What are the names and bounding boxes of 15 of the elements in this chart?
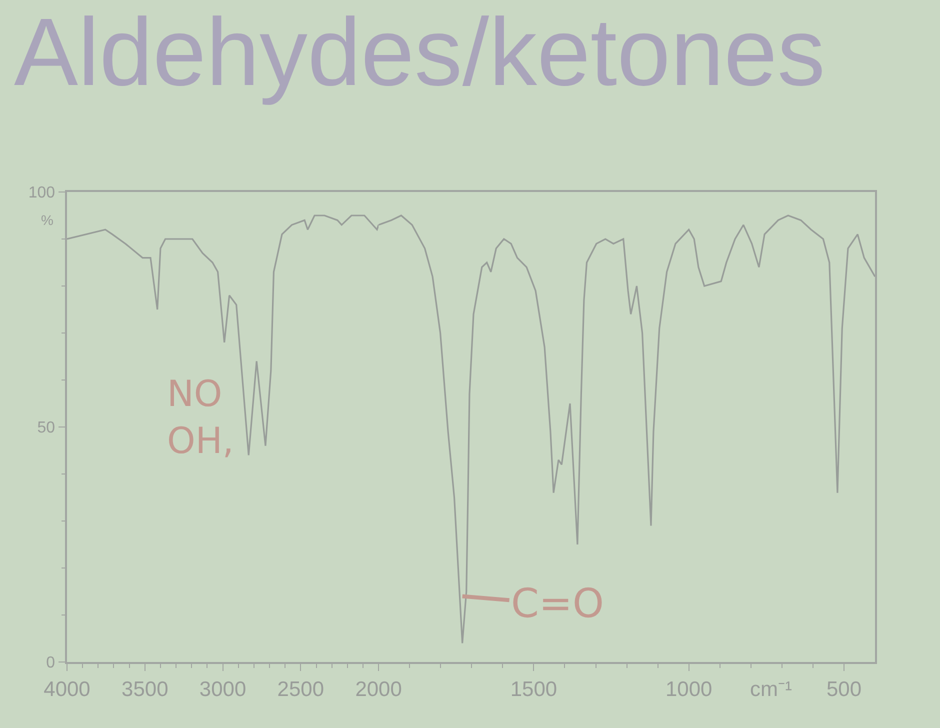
x-tick-label: 3500 (122, 678, 168, 701)
annotation: C=O (511, 581, 604, 627)
x-tick-label: 3000 (199, 678, 246, 701)
y-tick-label: 0 (46, 654, 56, 672)
y-tick-label: 50 (37, 420, 56, 437)
annotation: NO OH, (167, 374, 234, 462)
x-axis-title: cm⁻¹ (750, 678, 792, 701)
x-tick-label: 1000 (665, 678, 712, 701)
x-tick-label: 2500 (277, 678, 324, 701)
x-tick-label: 2000 (355, 678, 402, 701)
y-axis-title: % (41, 212, 54, 228)
x-tick-label: 500 (826, 678, 862, 701)
x-tick-label: 4000 (44, 678, 90, 701)
x-tick-label: 1500 (510, 678, 558, 701)
y-tick-label: 100 (28, 184, 56, 202)
